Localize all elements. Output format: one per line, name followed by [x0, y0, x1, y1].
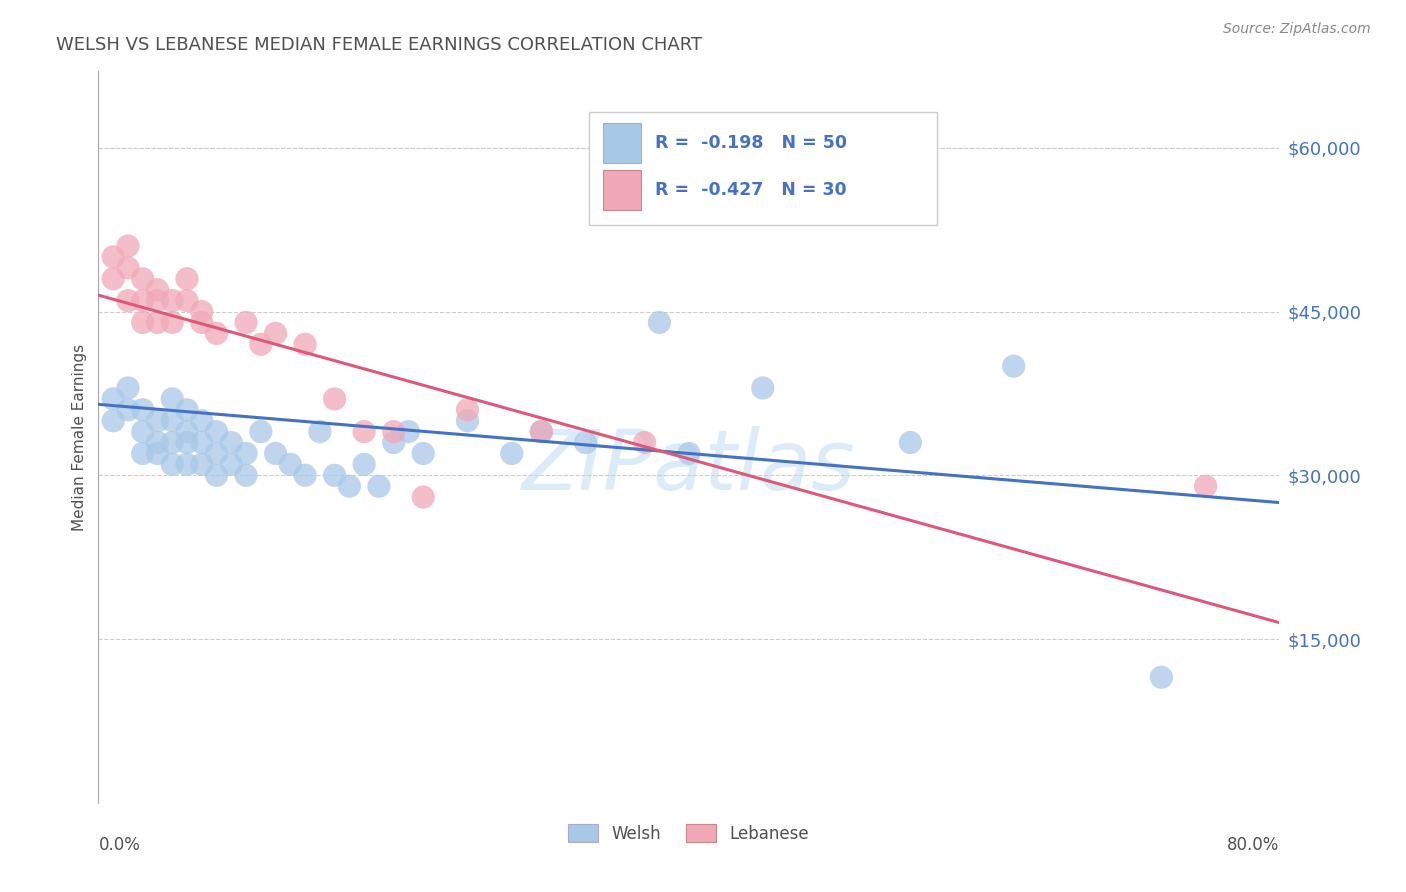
- Point: [132, 272, 155, 286]
- Point: [353, 458, 375, 472]
- Point: [412, 490, 434, 504]
- Point: [162, 315, 183, 329]
- Point: [205, 326, 228, 341]
- Point: [132, 425, 155, 439]
- Point: [146, 435, 169, 450]
- Point: [309, 425, 332, 439]
- Point: [191, 315, 214, 329]
- Text: 0.0%: 0.0%: [98, 836, 141, 854]
- Point: [382, 425, 405, 439]
- Point: [191, 414, 214, 428]
- Point: [103, 392, 125, 406]
- Point: [264, 446, 287, 460]
- Text: Source: ZipAtlas.com: Source: ZipAtlas.com: [1223, 22, 1371, 37]
- Point: [250, 425, 273, 439]
- Point: [457, 414, 479, 428]
- Point: [530, 425, 553, 439]
- Point: [398, 425, 420, 439]
- Point: [146, 414, 169, 428]
- Point: [162, 293, 183, 308]
- Point: [1150, 670, 1173, 684]
- Point: [382, 435, 405, 450]
- Point: [339, 479, 361, 493]
- Point: [900, 435, 922, 450]
- Text: ZIPatlas: ZIPatlas: [522, 425, 856, 507]
- Point: [323, 468, 346, 483]
- Point: [412, 446, 434, 460]
- Point: [575, 435, 598, 450]
- Point: [146, 315, 169, 329]
- Point: [103, 250, 125, 264]
- Point: [221, 435, 243, 450]
- Point: [103, 414, 125, 428]
- Point: [117, 293, 139, 308]
- Point: [205, 446, 228, 460]
- Point: [280, 458, 302, 472]
- Point: [530, 425, 553, 439]
- Point: [634, 435, 657, 450]
- Point: [368, 479, 391, 493]
- Point: [176, 402, 198, 417]
- Bar: [603, 170, 641, 211]
- Point: [264, 326, 287, 341]
- Point: [353, 425, 375, 439]
- Point: [1195, 479, 1218, 493]
- Point: [117, 402, 139, 417]
- Point: [146, 446, 169, 460]
- Text: 80.0%: 80.0%: [1227, 836, 1279, 854]
- Legend: Welsh, Lebanese: Welsh, Lebanese: [562, 817, 815, 849]
- Point: [648, 315, 671, 329]
- Text: R =  -0.427   N = 30: R = -0.427 N = 30: [655, 181, 846, 199]
- Point: [103, 272, 125, 286]
- Point: [678, 446, 700, 460]
- Point: [323, 392, 346, 406]
- Point: [176, 293, 198, 308]
- Point: [132, 446, 155, 460]
- Point: [176, 435, 198, 450]
- Point: [501, 446, 523, 460]
- Point: [132, 402, 155, 417]
- Point: [117, 239, 139, 253]
- Point: [191, 304, 214, 318]
- FancyBboxPatch shape: [589, 112, 936, 225]
- Point: [176, 458, 198, 472]
- Point: [235, 315, 257, 329]
- Point: [146, 283, 169, 297]
- Point: [205, 468, 228, 483]
- Point: [146, 293, 169, 308]
- Point: [250, 337, 273, 351]
- Point: [162, 392, 183, 406]
- Point: [1002, 359, 1025, 373]
- Point: [162, 435, 183, 450]
- Point: [176, 425, 198, 439]
- Point: [162, 458, 183, 472]
- Text: WELSH VS LEBANESE MEDIAN FEMALE EARNINGS CORRELATION CHART: WELSH VS LEBANESE MEDIAN FEMALE EARNINGS…: [56, 36, 703, 54]
- Point: [132, 315, 155, 329]
- Point: [752, 381, 775, 395]
- Point: [205, 425, 228, 439]
- Point: [191, 435, 214, 450]
- Point: [117, 260, 139, 275]
- Point: [221, 458, 243, 472]
- Text: R =  -0.198   N = 50: R = -0.198 N = 50: [655, 134, 846, 152]
- Point: [457, 402, 479, 417]
- Point: [132, 293, 155, 308]
- Point: [235, 446, 257, 460]
- Point: [117, 381, 139, 395]
- Point: [294, 468, 316, 483]
- Y-axis label: Median Female Earnings: Median Female Earnings: [72, 343, 87, 531]
- Point: [176, 272, 198, 286]
- Point: [294, 337, 316, 351]
- Bar: [603, 122, 641, 163]
- Point: [235, 468, 257, 483]
- Point: [191, 458, 214, 472]
- Point: [162, 414, 183, 428]
